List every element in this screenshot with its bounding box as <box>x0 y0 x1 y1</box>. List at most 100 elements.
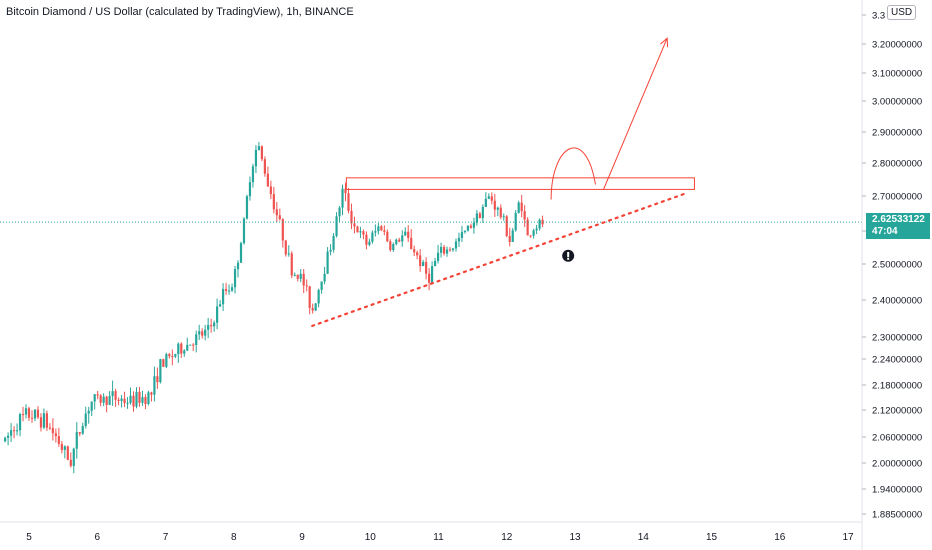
candle-body <box>216 306 219 323</box>
candle-body <box>207 324 210 330</box>
candle-body <box>201 331 204 336</box>
price-axis-tick: 1.88500000 <box>872 510 922 521</box>
candle-body <box>90 401 93 411</box>
time-axis[interactable]: 5 6 7 8 9 10 11 12 13 14 15 16 17 <box>26 532 854 543</box>
candle-body <box>305 285 308 287</box>
candle-body <box>436 252 440 261</box>
candle-body <box>284 240 287 255</box>
time-axis-tick: 14 <box>638 532 650 543</box>
price-axis-tick: 2.70000000 <box>872 192 922 203</box>
arrow-head-icon <box>660 37 669 48</box>
candle-body <box>314 303 317 311</box>
candles-layer <box>4 142 544 474</box>
candle-body <box>526 219 529 236</box>
time-axis-tick: 8 <box>231 532 237 543</box>
price-axis-tick: 2.24000000 <box>872 355 922 366</box>
candle-body <box>263 159 266 174</box>
candle-body <box>63 446 66 450</box>
candle-body <box>362 231 365 235</box>
candle-body <box>227 290 231 292</box>
candle-body <box>213 322 216 327</box>
candle-body <box>233 269 237 288</box>
candle-body <box>60 443 63 450</box>
candle-body <box>39 417 43 428</box>
candle-body <box>448 249 452 251</box>
candle-body <box>126 402 129 404</box>
candle-body <box>484 198 487 207</box>
candle-body <box>329 249 332 252</box>
candle-body <box>69 459 72 466</box>
price-axis-tick: 2.30000000 <box>872 333 922 344</box>
candle-body <box>165 354 168 367</box>
projection-arrow[interactable] <box>550 38 668 200</box>
price-axis[interactable]: 1.88500000 1.94000000 2.00000000 2.06000000… <box>862 11 922 521</box>
candle-body <box>114 391 117 400</box>
candle-body <box>230 287 234 291</box>
candle-body <box>302 273 305 286</box>
price-axis-tick: 2.06000000 <box>872 433 922 444</box>
candle-body <box>75 432 78 449</box>
alert-icon-dot <box>567 257 570 260</box>
price-axis-tick: 2.50000000 <box>872 260 922 271</box>
candle-body <box>511 230 514 243</box>
candle-body <box>66 446 69 460</box>
time-axis-tick: 11 <box>433 532 444 543</box>
candle-body <box>105 396 108 405</box>
candle-body <box>195 334 198 346</box>
candle-body <box>162 359 165 367</box>
candle-body <box>15 430 19 432</box>
candle-body <box>419 255 422 267</box>
candle-body <box>323 273 326 282</box>
trendline-drawing[interactable] <box>311 191 689 327</box>
candle-body <box>150 392 153 395</box>
candle-body <box>493 200 496 210</box>
candle-body <box>299 273 302 279</box>
candle-body <box>499 207 502 218</box>
candle-body <box>535 228 538 231</box>
candle-body <box>135 391 138 407</box>
candle-body <box>138 391 141 403</box>
candle-body <box>245 196 249 219</box>
candle-body <box>183 350 186 354</box>
candle-body <box>538 219 541 229</box>
candle-body <box>269 186 272 195</box>
candle-body <box>42 413 46 428</box>
candle-body <box>487 196 490 199</box>
time-axis-tick: 10 <box>365 532 377 543</box>
candle-body <box>460 232 464 238</box>
candle-body <box>386 231 389 242</box>
candle-body <box>517 202 520 213</box>
candle-body <box>311 307 314 311</box>
candle-body <box>413 249 416 253</box>
candle-body <box>78 432 81 434</box>
candle-body <box>96 394 99 396</box>
candle-body <box>272 194 275 210</box>
candle-body <box>469 225 473 228</box>
candle-body <box>431 266 434 283</box>
candle-body <box>236 262 240 270</box>
drawings-layer[interactable] <box>311 37 695 327</box>
time-axis-tick: 5 <box>26 532 32 543</box>
candle-body <box>359 231 362 233</box>
resistance-rectangle[interactable] <box>345 177 695 190</box>
candle-body <box>123 398 126 404</box>
candle-body <box>407 231 410 238</box>
currency-button[interactable]: USD <box>887 5 917 20</box>
candle-body <box>102 396 105 403</box>
price-axis-tick: 1.94000000 <box>872 485 922 496</box>
candle-body <box>472 222 476 228</box>
candle-body <box>398 239 401 242</box>
candle-body <box>239 243 243 263</box>
candle-body <box>338 207 341 217</box>
candle-body <box>416 252 419 256</box>
candle-body <box>57 436 60 444</box>
candle-body <box>27 408 31 418</box>
candle-body <box>496 207 499 210</box>
candle-body <box>251 166 255 183</box>
candle-body <box>371 232 374 242</box>
candle-body <box>439 246 443 253</box>
candle-body <box>514 212 517 231</box>
candle-body <box>9 430 13 436</box>
candle-body <box>278 215 281 220</box>
